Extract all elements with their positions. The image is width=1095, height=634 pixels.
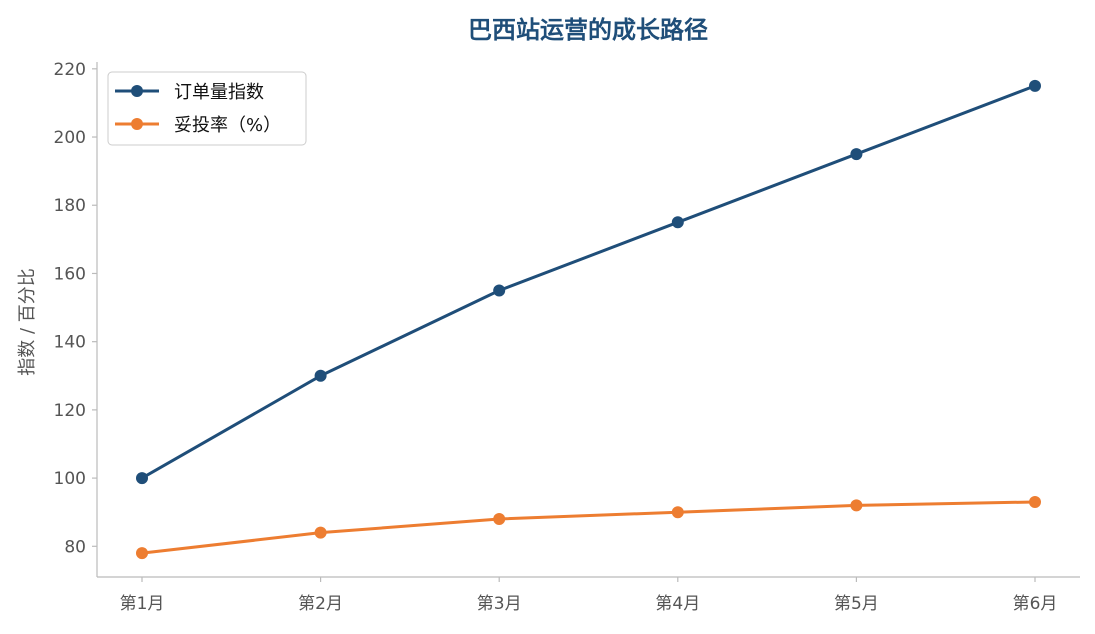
data-point — [1029, 79, 1041, 92]
legend-label-orders: 订单量指数 — [174, 82, 264, 103]
y-tick-label: 120 — [54, 401, 86, 421]
series-line — [140, 84, 1037, 480]
legend-marker-orders — [131, 85, 143, 97]
y-tick-label: 140 — [54, 333, 86, 353]
series-1 — [136, 495, 1041, 560]
data-point — [671, 506, 684, 519]
y-tick-label: 200 — [54, 128, 86, 148]
x-tick-label: 第2月 — [298, 594, 343, 614]
data-point — [314, 526, 327, 539]
data-point — [671, 216, 684, 229]
legend-label-delivery-rate: 妥投率（%） — [174, 115, 281, 136]
x-tick-label: 第3月 — [477, 594, 522, 614]
chart-title: 巴西站运营的成长路径 — [468, 16, 708, 44]
y-tick-label: 180 — [54, 196, 86, 216]
y-tick-label: 220 — [54, 60, 86, 80]
y-tick-label: 160 — [54, 264, 86, 284]
data-point — [136, 472, 148, 485]
series-line — [140, 500, 1037, 555]
data-point — [493, 513, 506, 526]
series-layer — [136, 79, 1041, 560]
y-ticks: 80 100 120 140 160 180 200 220 — [54, 60, 97, 557]
data-point — [1029, 495, 1041, 508]
data-point — [136, 547, 148, 560]
data-point — [314, 369, 327, 382]
legend: 订单量指数 妥投率（%） — [107, 71, 307, 146]
y-axis-label: 指数 / 百分比 — [17, 268, 38, 376]
x-tick-label: 第4月 — [655, 594, 700, 614]
x-ticks: 第1月 第2月 第3月 第4月 第5月 第6月 — [120, 577, 1058, 614]
data-point — [850, 499, 863, 512]
legend-marker-delivery-rate — [131, 118, 143, 130]
x-tick-label: 第6月 — [1013, 594, 1058, 614]
y-tick-label: 80 — [64, 537, 86, 557]
x-tick-label: 第1月 — [120, 594, 165, 614]
data-point — [493, 284, 506, 297]
y-tick-label: 100 — [54, 469, 86, 489]
axes — [96, 62, 1080, 578]
data-point — [850, 148, 863, 161]
series-0 — [136, 79, 1041, 485]
x-tick-label: 第5月 — [834, 594, 879, 614]
